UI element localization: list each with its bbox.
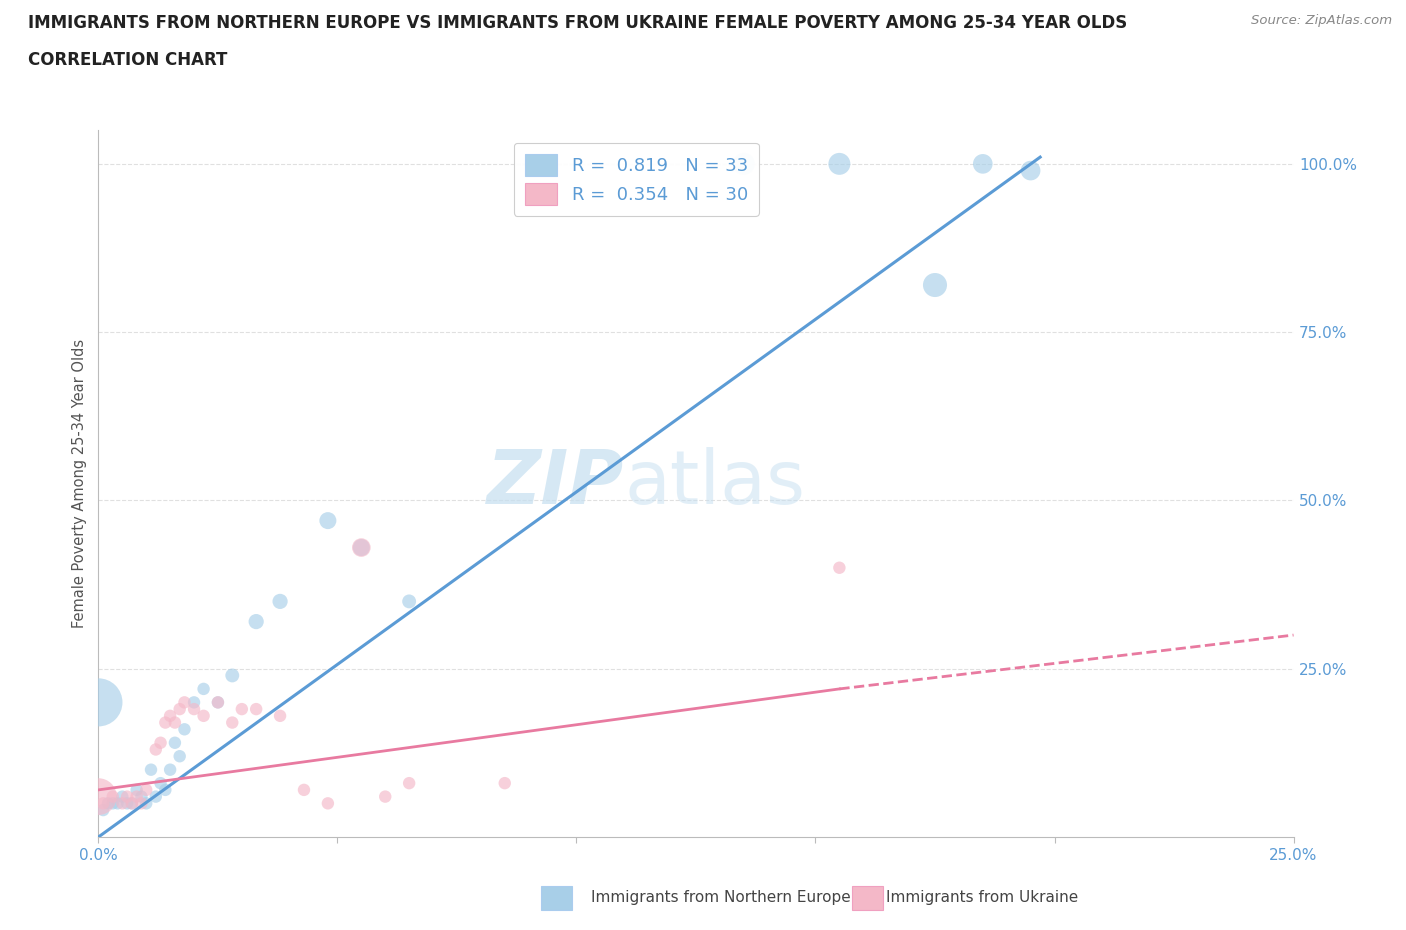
Point — [269, 709, 291, 724]
Point — [183, 701, 205, 716]
Legend: R =  0.819   N = 33, R =  0.354   N = 30: R = 0.819 N = 33, R = 0.354 N = 30 — [513, 143, 759, 216]
Point — [221, 715, 243, 730]
Point — [155, 715, 177, 730]
Point — [115, 796, 138, 811]
Point — [97, 796, 120, 811]
Point — [173, 722, 195, 737]
Point — [135, 782, 157, 797]
Point — [155, 782, 177, 797]
Text: Immigrants from Ukraine: Immigrants from Ukraine — [886, 890, 1078, 905]
Point — [135, 796, 157, 811]
Text: Immigrants from Northern Europe: Immigrants from Northern Europe — [591, 890, 851, 905]
Point — [221, 668, 243, 683]
Point — [159, 763, 181, 777]
Text: CORRELATION CHART: CORRELATION CHART — [28, 51, 228, 69]
Point — [292, 782, 315, 797]
Point — [733, 156, 755, 171]
Point — [131, 790, 153, 804]
Text: IMMIGRANTS FROM NORTHERN EUROPE VS IMMIGRANTS FROM UKRAINE FEMALE POVERTY AMONG : IMMIGRANTS FROM NORTHERN EUROPE VS IMMIG… — [28, 14, 1128, 32]
Point — [107, 796, 129, 811]
Y-axis label: Female Poverty Among 25-34 Year Olds: Female Poverty Among 25-34 Year Olds — [72, 339, 87, 628]
Point — [101, 796, 124, 811]
Point — [145, 790, 167, 804]
Point — [245, 701, 267, 716]
Point — [828, 156, 851, 171]
Point — [131, 796, 153, 811]
Point — [169, 749, 191, 764]
Point — [245, 614, 267, 629]
Text: Source: ZipAtlas.com: Source: ZipAtlas.com — [1251, 14, 1392, 27]
Point — [183, 695, 205, 710]
Point — [163, 736, 186, 751]
Point — [125, 782, 148, 797]
Point — [924, 277, 946, 292]
Point — [207, 695, 229, 710]
Point — [1019, 163, 1042, 178]
Point — [159, 709, 181, 724]
Point — [316, 513, 339, 528]
Point — [101, 790, 124, 804]
Point — [91, 796, 114, 811]
Point — [115, 790, 138, 804]
Point — [350, 540, 373, 555]
Point — [398, 594, 420, 609]
Point — [828, 560, 851, 575]
Point — [494, 776, 516, 790]
Point — [269, 594, 291, 609]
Point — [121, 796, 143, 811]
Text: atlas: atlas — [624, 447, 806, 520]
Point — [87, 790, 110, 804]
Point — [374, 790, 396, 804]
Point — [173, 695, 195, 710]
Point — [398, 776, 420, 790]
Point — [169, 701, 191, 716]
Point — [193, 709, 215, 724]
Point — [91, 803, 114, 817]
Point — [121, 796, 143, 811]
Point — [350, 540, 373, 555]
Point — [149, 736, 172, 751]
Point — [231, 701, 253, 716]
Point — [125, 790, 148, 804]
Point — [145, 742, 167, 757]
Point — [193, 682, 215, 697]
Point — [111, 796, 134, 811]
Point — [87, 695, 110, 710]
Point — [163, 715, 186, 730]
Point — [316, 796, 339, 811]
Text: ZIP: ZIP — [486, 447, 624, 520]
Point — [139, 763, 162, 777]
Point — [972, 156, 994, 171]
Point — [111, 790, 134, 804]
Point — [149, 776, 172, 790]
Point — [207, 695, 229, 710]
